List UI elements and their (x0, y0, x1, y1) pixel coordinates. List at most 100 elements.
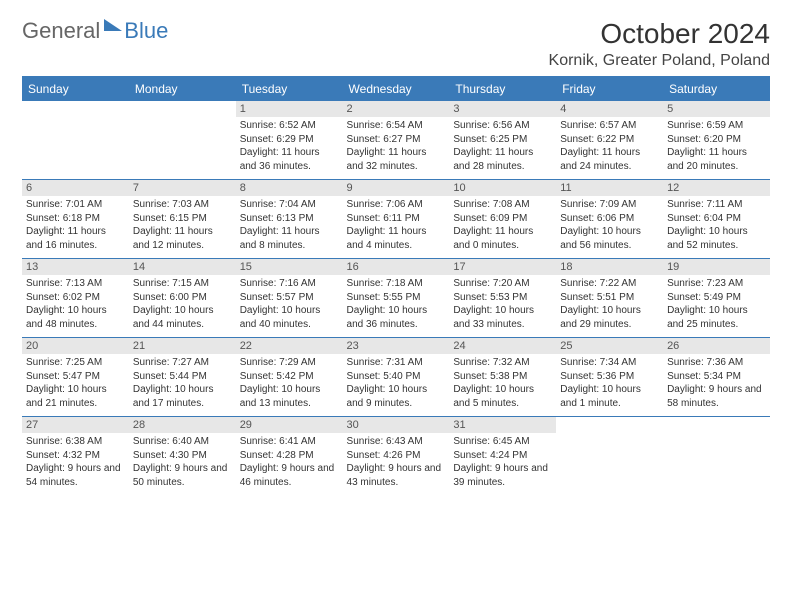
calendar-cell: 10Sunrise: 7:08 AMSunset: 6:09 PMDayligh… (449, 180, 556, 259)
day-number: 1 (236, 101, 343, 117)
week-row: 20Sunrise: 7:25 AMSunset: 5:47 PMDayligh… (22, 338, 770, 417)
day-details: Sunrise: 6:41 AMSunset: 4:28 PMDaylight:… (240, 435, 339, 489)
month-title: October 2024 (549, 18, 770, 50)
day-details: Sunrise: 7:15 AMSunset: 6:00 PMDaylight:… (133, 277, 232, 331)
day-number: 26 (663, 338, 770, 354)
calendar-cell: 19 Sunrise: 7:23 AMSunset: 5:49 PMDayligh… (663, 259, 770, 338)
day-details: Sunrise: 7:29 AMSunset: 5:42 PMDaylight:… (240, 356, 339, 410)
day-details: Sunrise: 7:11 AMSunset: 6:04 PMDaylight:… (667, 198, 766, 252)
calendar-cell: 15 Sunrise: 7:16 AMSunset: 5:57 PMDayligh… (236, 259, 343, 338)
day-details: Sunrise: 7:25 AMSunset: 5:47 PMDaylight:… (26, 356, 125, 410)
header: General Blue October 2024 Kornik, Greate… (22, 18, 770, 70)
day-header-wednesday: Wednesday (343, 77, 450, 101)
calendar-cell: 16Sunrise: 7:18 AMSunset: 5:55 PMDayligh… (343, 259, 450, 338)
week-row: ....1Sunrise: 6:52 AMSunset: 6:29 PMDayl… (22, 101, 770, 180)
calendar-cell: 9 Sunrise: 7:06 AMSunset: 6:11 PMDaylight… (343, 180, 450, 259)
week-row: 27 Sunrise: 6:38 AMSunset: 4:32 PMDayligh… (22, 417, 770, 496)
day-header-tuesday: Tuesday (236, 77, 343, 101)
day-details: Sunrise: 6:38 AMSunset: 4:32 PMDaylight:… (26, 435, 125, 489)
logo-triangle-icon (104, 19, 122, 31)
calendar-cell: 12 Sunrise: 7:11 AMSunset: 6:04 PMDayligh… (663, 180, 770, 259)
calendar-cell: 29 Sunrise: 6:41 AMSunset: 4:28 PMDayligh… (236, 417, 343, 496)
day-header-monday: Monday (129, 77, 236, 101)
logo-text-blue: Blue (124, 18, 168, 44)
location-text: Kornik, Greater Poland, Poland (549, 52, 770, 70)
day-details: Sunrise: 7:01 AMSunset: 6:18 PMDaylight:… (26, 198, 125, 252)
day-number: 8 (236, 180, 343, 196)
calendar-cell: 25 Sunrise: 7:34 AMSunset: 5:36 PMDayligh… (556, 338, 663, 417)
title-block: October 2024 Kornik, Greater Poland, Pol… (549, 18, 770, 70)
calendar-cell: 3Sunrise: 6:56 AMSunset: 6:25 PMDaylight… (449, 101, 556, 180)
day-number: 5 (663, 101, 770, 117)
calendar-cell: 8 Sunrise: 7:04 AMSunset: 6:13 PMDaylight… (236, 180, 343, 259)
day-number: 25 (556, 338, 663, 354)
calendar-cell: 27 Sunrise: 6:38 AMSunset: 4:32 PMDayligh… (22, 417, 129, 496)
calendar-cell: 30 Sunrise: 6:43 AMSunset: 4:26 PMDayligh… (343, 417, 450, 496)
day-number: 7 (129, 180, 236, 196)
day-number: 29 (236, 417, 343, 433)
calendar-cell: 18 Sunrise: 7:22 AMSunset: 5:51 PMDayligh… (556, 259, 663, 338)
day-header-thursday: Thursday (449, 77, 556, 101)
logo-text-general: General (22, 18, 100, 44)
day-details: Sunrise: 7:06 AMSunset: 6:11 PMDaylight:… (347, 198, 446, 252)
week-row: 13 Sunrise: 7:13 AMSunset: 6:02 PMDayligh… (22, 259, 770, 338)
day-number: 2 (343, 101, 450, 117)
day-number: 12 (663, 180, 770, 196)
day-details: Sunrise: 7:09 AMSunset: 6:06 PMDaylight:… (560, 198, 659, 252)
day-header-row: SundayMondayTuesdayWednesdayThursdayFrid… (22, 77, 770, 101)
day-details: Sunrise: 7:16 AMSunset: 5:57 PMDaylight:… (240, 277, 339, 331)
day-header-sunday: Sunday (22, 77, 129, 101)
day-number: 17 (449, 259, 556, 275)
day-number: 22 (236, 338, 343, 354)
day-details: Sunrise: 7:20 AMSunset: 5:53 PMDaylight:… (453, 277, 552, 331)
calendar-cell: 13 Sunrise: 7:13 AMSunset: 6:02 PMDayligh… (22, 259, 129, 338)
calendar-cell: 1Sunrise: 6:52 AMSunset: 6:29 PMDaylight… (236, 101, 343, 180)
day-number: 30 (343, 417, 450, 433)
day-details: Sunrise: 7:27 AMSunset: 5:44 PMDaylight:… (133, 356, 232, 410)
day-details: Sunrise: 6:45 AMSunset: 4:24 PMDaylight:… (453, 435, 552, 489)
day-number: 31 (449, 417, 556, 433)
calendar-cell: 5Sunrise: 6:59 AMSunset: 6:20 PMDaylight… (663, 101, 770, 180)
day-details: Sunrise: 7:03 AMSunset: 6:15 PMDaylight:… (133, 198, 232, 252)
day-details: Sunrise: 6:57 AMSunset: 6:22 PMDaylight:… (560, 119, 659, 173)
day-details: Sunrise: 7:18 AMSunset: 5:55 PMDaylight:… (347, 277, 446, 331)
day-number: 14 (129, 259, 236, 275)
day-number: 24 (449, 338, 556, 354)
day-details: Sunrise: 6:54 AMSunset: 6:27 PMDaylight:… (347, 119, 446, 173)
day-number: 19 (663, 259, 770, 275)
logo: General Blue (22, 18, 168, 44)
day-details: Sunrise: 7:04 AMSunset: 6:13 PMDaylight:… (240, 198, 339, 252)
day-number: 27 (22, 417, 129, 433)
calendar-cell: 20Sunrise: 7:25 AMSunset: 5:47 PMDayligh… (22, 338, 129, 417)
calendar-cell: 24Sunrise: 7:32 AMSunset: 5:38 PMDayligh… (449, 338, 556, 417)
calendar-cell: 31 Sunrise: 6:45 AMSunset: 4:24 PMDayligh… (449, 417, 556, 496)
day-number: 11 (556, 180, 663, 196)
day-details: Sunrise: 6:43 AMSunset: 4:26 PMDaylight:… (347, 435, 446, 489)
calendar-cell: 4 Sunrise: 6:57 AMSunset: 6:22 PMDaylight… (556, 101, 663, 180)
day-number: 9 (343, 180, 450, 196)
calendar-cell: 17 Sunrise: 7:20 AMSunset: 5:53 PMDayligh… (449, 259, 556, 338)
day-details: Sunrise: 7:13 AMSunset: 6:02 PMDaylight:… (26, 277, 125, 331)
day-number: 6 (22, 180, 129, 196)
day-details: Sunrise: 6:56 AMSunset: 6:25 PMDaylight:… (453, 119, 552, 173)
day-number: 18 (556, 259, 663, 275)
week-row: 6 Sunrise: 7:01 AMSunset: 6:18 PMDaylight… (22, 180, 770, 259)
day-number: 4 (556, 101, 663, 117)
calendar-cell: .. (22, 101, 129, 180)
calendar-cell: 21 Sunrise: 7:27 AMSunset: 5:44 PMDayligh… (129, 338, 236, 417)
calendar-cell: .. (663, 417, 770, 496)
day-number: 15 (236, 259, 343, 275)
day-details: Sunrise: 7:34 AMSunset: 5:36 PMDaylight:… (560, 356, 659, 410)
calendar-cell: 6 Sunrise: 7:01 AMSunset: 6:18 PMDaylight… (22, 180, 129, 259)
calendar-cell: 26 Sunrise: 7:36 AMSunset: 5:34 PMDayligh… (663, 338, 770, 417)
day-number: 21 (129, 338, 236, 354)
day-details: Sunrise: 7:36 AMSunset: 5:34 PMDaylight:… (667, 356, 766, 410)
day-details: Sunrise: 6:40 AMSunset: 4:30 PMDaylight:… (133, 435, 232, 489)
calendar-cell: 7 Sunrise: 7:03 AMSunset: 6:15 PMDaylight… (129, 180, 236, 259)
calendar-cell: .. (556, 417, 663, 496)
day-details: Sunrise: 7:23 AMSunset: 5:49 PMDaylight:… (667, 277, 766, 331)
day-details: Sunrise: 7:31 AMSunset: 5:40 PMDaylight:… (347, 356, 446, 410)
day-number: 13 (22, 259, 129, 275)
day-details: Sunrise: 7:22 AMSunset: 5:51 PMDaylight:… (560, 277, 659, 331)
calendar-cell: 11 Sunrise: 7:09 AMSunset: 6:06 PMDayligh… (556, 180, 663, 259)
